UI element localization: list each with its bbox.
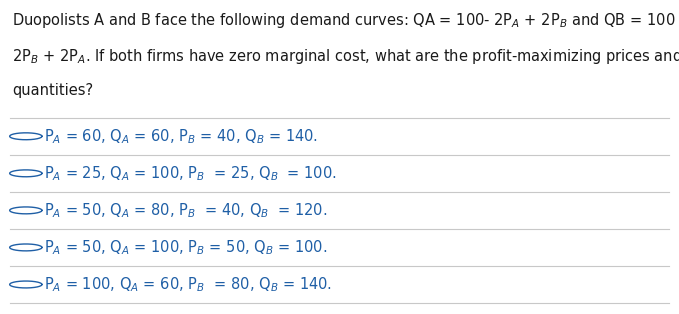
Text: P$_A$ = 60, Q$_A$ = 60, P$_B$ = 40, Q$_B$ = 140.: P$_A$ = 60, Q$_A$ = 60, P$_B$ = 40, Q$_B… [44, 127, 318, 146]
Text: P$_A$ = 50, Q$_A$ = 80, P$_B$  = 40, Q$_B$  = 120.: P$_A$ = 50, Q$_A$ = 80, P$_B$ = 40, Q$_B… [44, 201, 327, 220]
Text: quantities?: quantities? [12, 83, 93, 98]
Text: Duopolists A and B face the following demand curves: QA = 100- 2P$_A$ + 2P$_B$ a: Duopolists A and B face the following de… [12, 11, 679, 30]
Text: 2P$_B$ + 2P$_A$. If both firms have zero marginal cost, what are the profit-maxi: 2P$_B$ + 2P$_A$. If both firms have zero… [12, 47, 679, 66]
Text: P$_A$ = 50, Q$_A$ = 100, P$_B$ = 50, Q$_B$ = 100.: P$_A$ = 50, Q$_A$ = 100, P$_B$ = 50, Q$_… [44, 238, 327, 257]
Text: P$_A$ = 100, Q$_A$ = 60, P$_B$  = 80, Q$_B$ = 140.: P$_A$ = 100, Q$_A$ = 60, P$_B$ = 80, Q$_… [44, 275, 332, 294]
Text: P$_A$ = 25, Q$_A$ = 100, P$_B$  = 25, Q$_B$  = 100.: P$_A$ = 25, Q$_A$ = 100, P$_B$ = 25, Q$_… [44, 164, 337, 183]
